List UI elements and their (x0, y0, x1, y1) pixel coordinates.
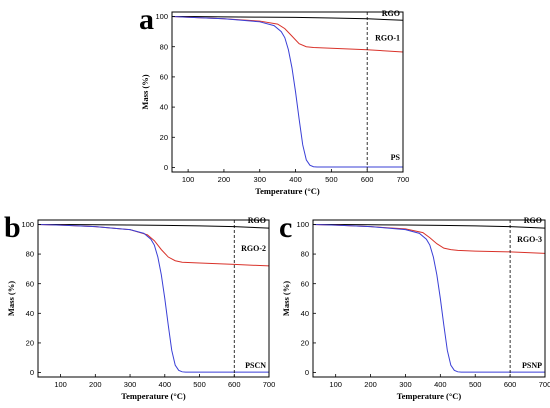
plot-frame (312, 219, 546, 378)
y-tick-label: 0 (30, 368, 34, 377)
y-tick-label: 0 (164, 163, 168, 172)
series-label-ps: PS (391, 153, 401, 162)
x-tick-label: 600 (504, 380, 517, 389)
x-tick-label: 700 (539, 380, 550, 389)
plot-frame (171, 11, 404, 173)
panel-letter: c (279, 211, 292, 244)
x-tick-label: 700 (397, 175, 410, 184)
x-tick-label: 300 (124, 380, 137, 389)
series-label-psnp: PSNP (522, 361, 542, 370)
series-line-rgo (313, 223, 546, 229)
series-line-ps (171, 16, 403, 168)
y-tick-label: 80 (301, 250, 309, 259)
y-tick-label: 100 (296, 220, 309, 229)
x-tick-label: 400 (434, 380, 447, 389)
y-tick-label: 40 (26, 309, 34, 318)
y-tick-label: 60 (160, 73, 168, 82)
series-label-rgo: RGO (382, 9, 400, 18)
y-tick-label: 40 (160, 103, 168, 112)
x-tick-label: 200 (364, 380, 377, 389)
y-tick-label: 0 (305, 368, 309, 377)
series-label-rgo: RGO (524, 216, 542, 225)
series-label-rgo: RGO (248, 216, 266, 225)
series-line-rgo (38, 223, 270, 229)
x-tick-label: 400 (289, 175, 302, 184)
x-tick-label: 400 (159, 380, 172, 389)
panel-letter: a (139, 3, 154, 36)
y-tick-label: 80 (160, 42, 168, 51)
series-line-pscn (37, 223, 269, 373)
x-axis-title: Temperature (°C) (255, 186, 320, 196)
x-tick-label: 500 (469, 380, 482, 389)
y-tick-label: 100 (155, 12, 168, 21)
y-tick-label: 20 (160, 133, 168, 142)
x-tick-label: 200 (218, 175, 231, 184)
y-axis-title: Mass (%) (281, 281, 291, 316)
y-tick-label: 40 (301, 309, 309, 318)
x-tick-label: 100 (182, 175, 195, 184)
series-line-rgo (172, 16, 404, 21)
y-axis-title: Mass (%) (140, 74, 150, 109)
x-tick-label: 700 (263, 380, 276, 389)
series-line-psnp (312, 223, 545, 373)
x-tick-label: 300 (253, 175, 266, 184)
series-label-pscn: PSCN (245, 361, 266, 370)
y-tick-label: 60 (26, 279, 34, 288)
plot-frame (37, 219, 270, 378)
x-tick-label: 600 (361, 175, 374, 184)
x-tick-label: 600 (228, 380, 241, 389)
x-tick-label: 200 (89, 380, 102, 389)
x-tick-label: 500 (193, 380, 206, 389)
x-tick-label: 100 (329, 380, 342, 389)
series-label-rgo-3: RGO-3 (517, 235, 542, 244)
x-tick-label: 300 (399, 380, 412, 389)
y-tick-label: 20 (301, 339, 309, 348)
y-axis-title: Mass (%) (6, 281, 16, 316)
y-tick-label: 60 (301, 279, 309, 288)
y-tick-label: 20 (26, 339, 34, 348)
series-line-rgo-3 (312, 223, 546, 254)
y-tick-label: 100 (21, 220, 34, 229)
x-tick-label: 500 (325, 175, 338, 184)
x-axis-title: Temperature (°C) (121, 391, 186, 401)
series-label-rgo-2: RGO-2 (241, 244, 266, 253)
y-tick-label: 80 (26, 250, 34, 259)
x-axis-title: Temperature (°C) (397, 391, 462, 401)
panel-c: c 100 200 300 400 500 600 700 0 20 40 60 80 100 Temper… (279, 211, 550, 401)
x-tick-label: 100 (54, 380, 67, 389)
series-label-rgo-1: RGO-1 (375, 34, 400, 43)
panel-letter: b (4, 211, 21, 244)
